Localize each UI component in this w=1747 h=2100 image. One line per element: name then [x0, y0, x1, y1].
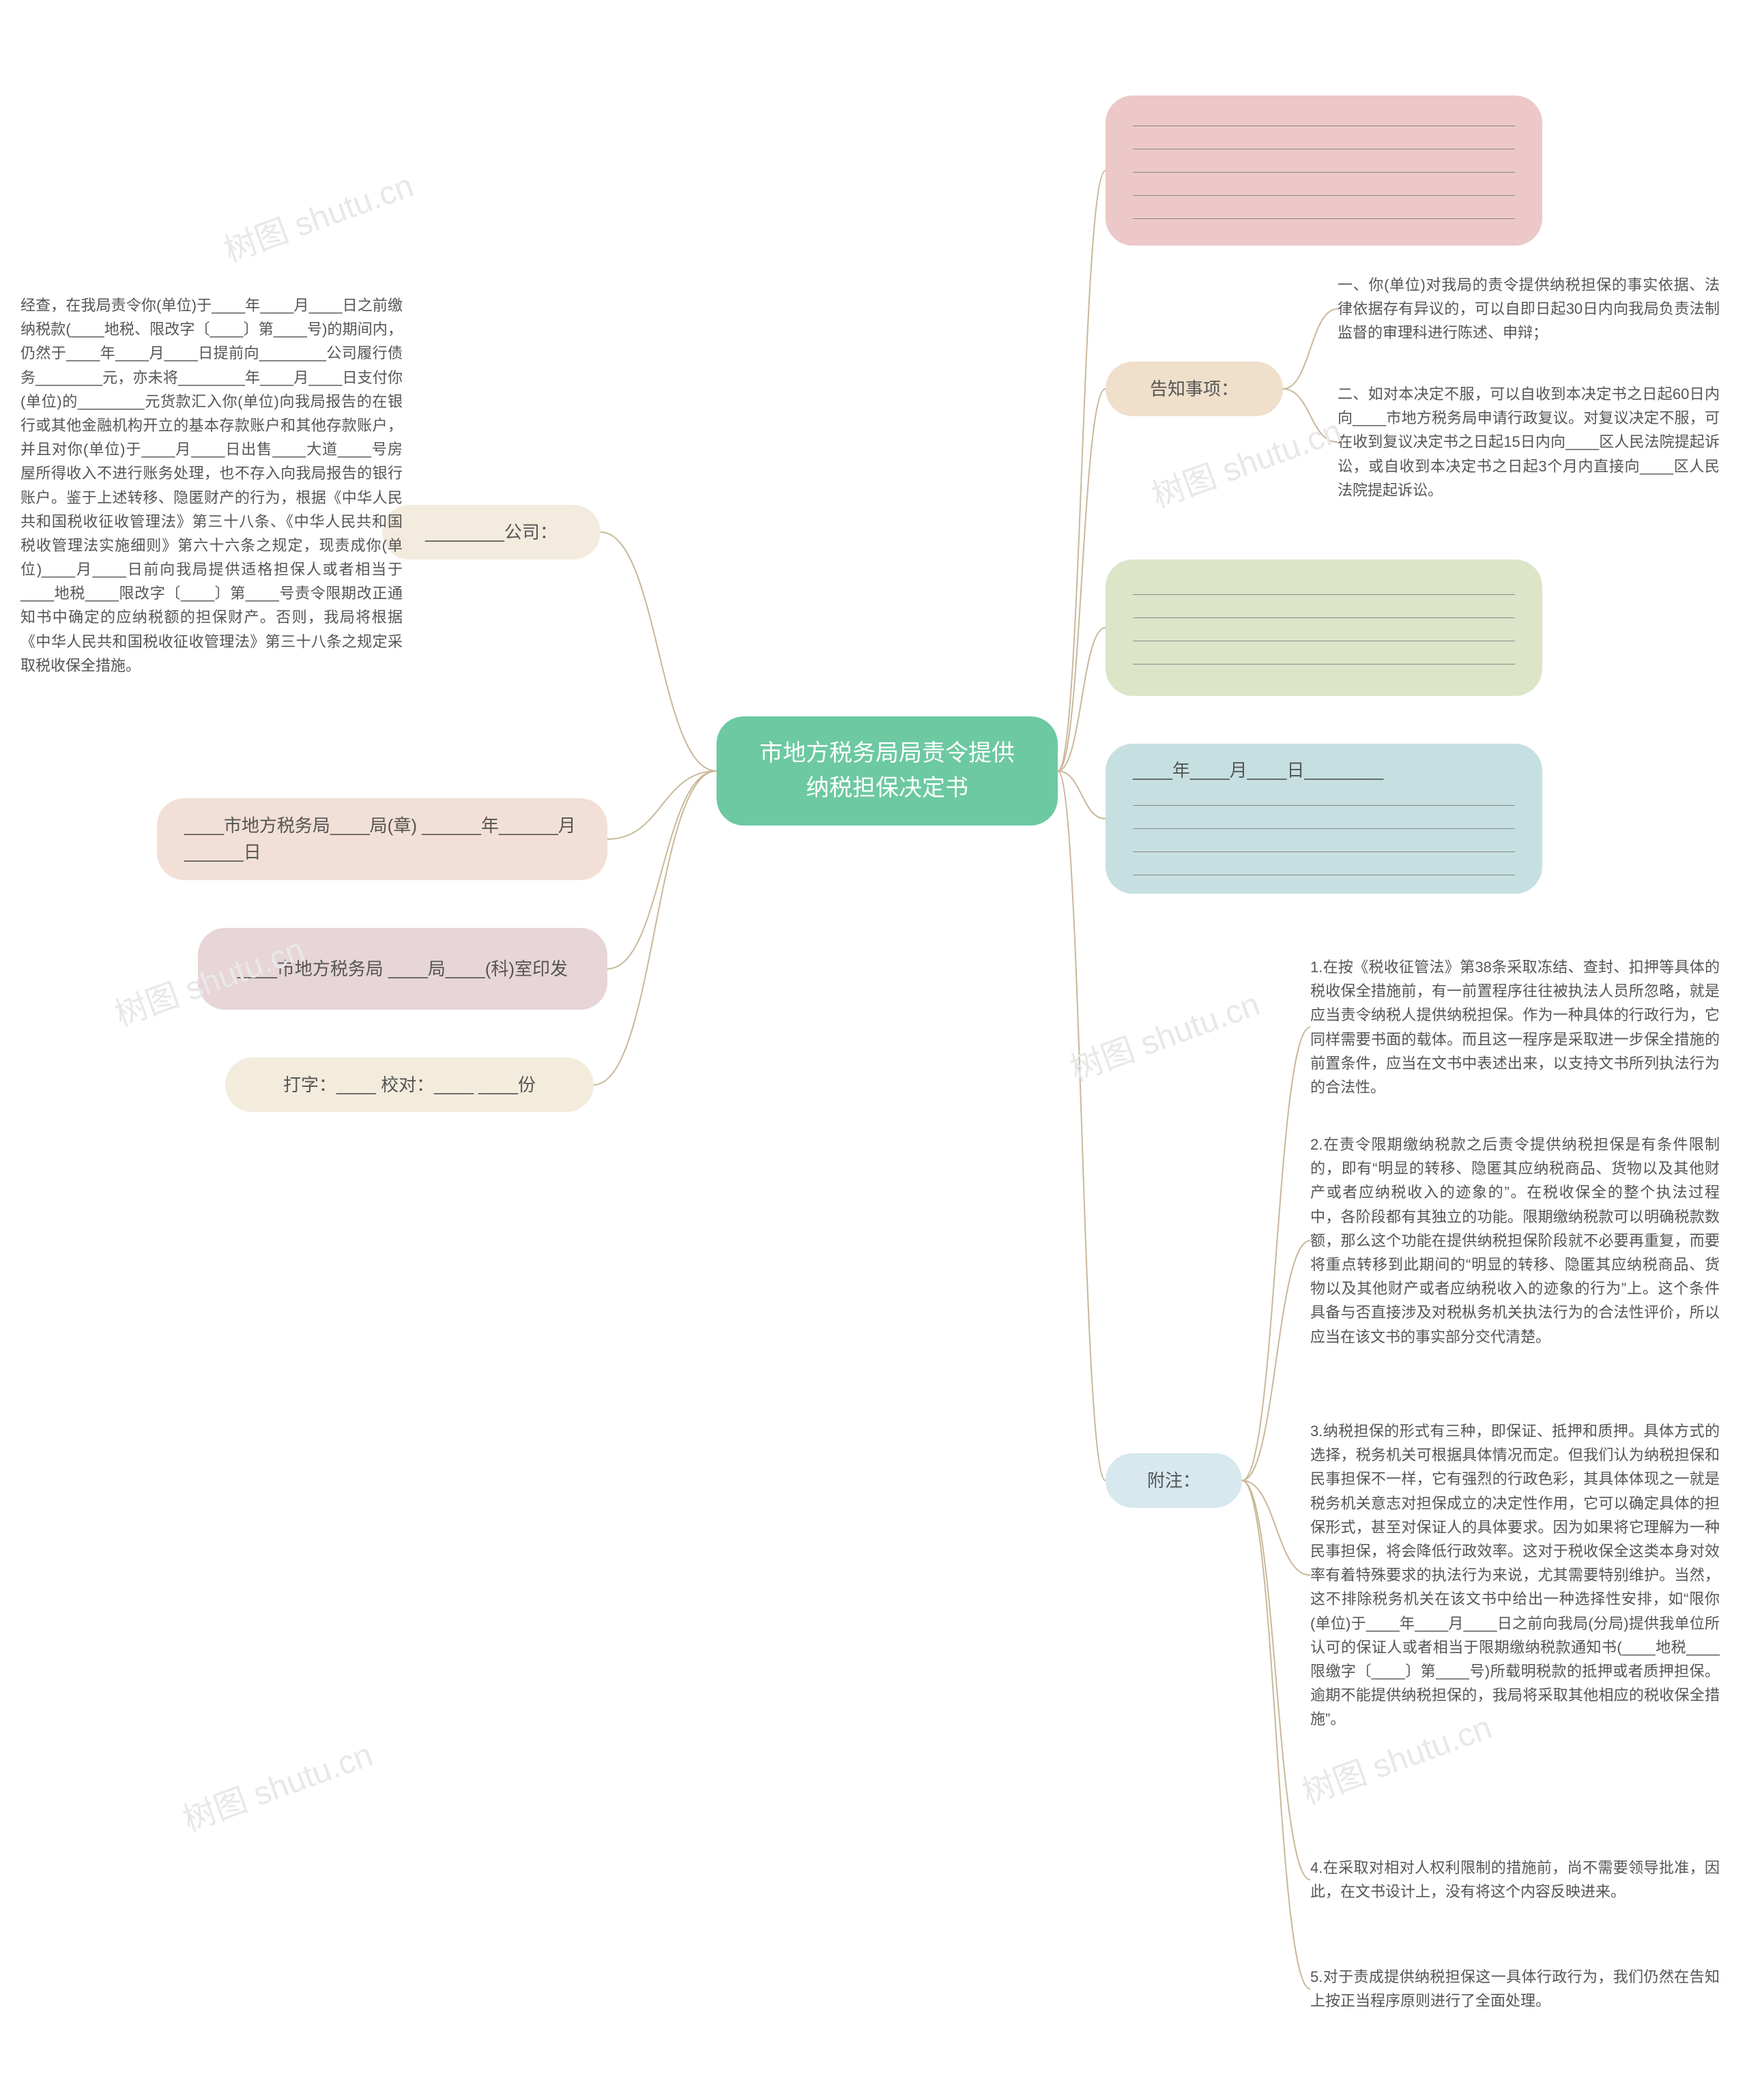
node-bureau-seal: ____市地方税务局____局(章) ______年______月______日	[157, 798, 607, 880]
node-annex: 附注：	[1106, 1453, 1242, 1508]
node-company: ________公司：	[382, 505, 601, 559]
annex-child-4: 5.对于责成提供纳税担保这一具体行政行为，我们仍然在告知上按正当程序原则进行了全…	[1310, 1965, 1720, 2013]
annex-child-3: 4.在采取对相对人权利限制的措施前，尚不需要领导批准，因此，在文书设计上，没有将…	[1310, 1856, 1720, 1904]
node-blank-pink	[1106, 96, 1542, 246]
notice-child-0: 一、你(单位)对我局的责令提供纳税担保的事实依据、法律依据存有异议的，可以自即日…	[1338, 273, 1720, 345]
company-body-text: 经查，在我局责令你(单位)于____年____月____日之前缴纳税款(____…	[20, 293, 403, 677]
node-blank-green	[1106, 559, 1542, 696]
annex-child-1: 2.在责令限期缴纳税款之后责令提供纳税担保是有条件限制的，即有“明显的转移、隐匿…	[1310, 1133, 1720, 1349]
node-typing: 打字：____ 校对：____ ____份	[225, 1058, 594, 1112]
node-date-blue: ____年____月____日________	[1106, 744, 1542, 894]
notice-child-1: 二、如对本决定不服，可以自收到本决定书之日起60日内向____市地方税务局申请行…	[1338, 382, 1720, 502]
annex-child-2: 3.纳税担保的形式有三种，即保证、抵押和质押。具体方式的选择，税务机关可根据具体…	[1310, 1419, 1720, 1731]
annex-child-0: 1.在按《税收征管法》第38条采取冻结、查封、扣押等具体的税收保全措施前，有一前…	[1310, 955, 1720, 1099]
center-node: 市地方税务局局责令提供纳税担保决定书	[717, 716, 1058, 826]
node-notice: 告知事项：	[1106, 362, 1283, 416]
node-print-office: ____市地方税务局 ____局____(科)室印发	[198, 928, 607, 1010]
